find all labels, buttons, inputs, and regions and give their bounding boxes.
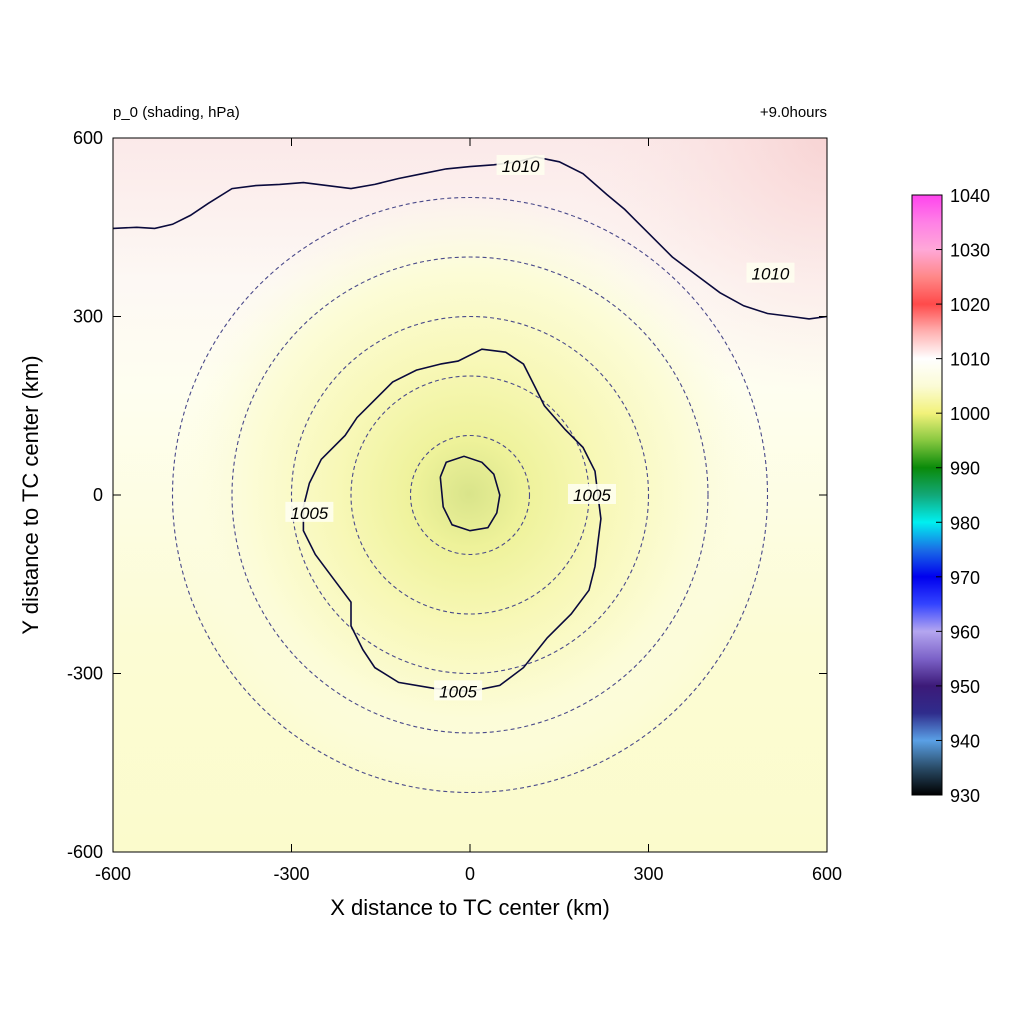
radius-ring-400 bbox=[231, 256, 709, 734]
colorbar-tick-label: 1030 bbox=[950, 241, 990, 261]
contour-label-bg bbox=[434, 680, 483, 701]
contour-label-bg bbox=[496, 154, 545, 175]
contour-1000 bbox=[439, 455, 501, 532]
x-tick-label: 600 bbox=[812, 864, 842, 884]
colorbar-tick-label: 1000 bbox=[950, 404, 990, 424]
colorbar-tick-label: 940 bbox=[950, 731, 980, 751]
radius-ring-300 bbox=[290, 315, 650, 675]
colorbar-tick-label: 1040 bbox=[950, 186, 990, 206]
contour-1010 bbox=[113, 156, 827, 320]
variable-label: p_0 (shading, hPa) bbox=[113, 104, 240, 121]
contour-label-bg bbox=[285, 501, 334, 522]
axis-ticks: -600 -300 0 300 600 -600 -300 0 300 600 bbox=[67, 128, 842, 884]
colorbar-tick-label: 970 bbox=[950, 568, 980, 588]
x-tick-label: -300 bbox=[273, 864, 309, 884]
colorbar-tick-label: 1010 bbox=[950, 350, 990, 370]
colorbar-ticks: 1040 1030 1020 1010 1000 990 980 970 960 950 940 93… bbox=[936, 186, 990, 806]
colorbar-scale bbox=[911, 194, 943, 796]
radius-rings bbox=[171, 196, 769, 794]
colorbar-tick-label: 980 bbox=[950, 513, 980, 533]
colorbar-tick-label: 960 bbox=[950, 622, 980, 642]
colorbar-tick-label: 990 bbox=[950, 459, 980, 479]
contour-labels: 1010 1010 1005 1005 1005 bbox=[285, 154, 795, 701]
contour-label-1005-2: 1005 bbox=[439, 682, 477, 701]
contour-label-bg bbox=[746, 262, 795, 283]
contour-label-bg bbox=[567, 484, 616, 504]
radius-ring-500 bbox=[171, 196, 769, 794]
x-axis-title: X distance to TC center (km) bbox=[330, 895, 610, 920]
x-tick-label: 0 bbox=[465, 864, 475, 884]
field-shading-core bbox=[113, 138, 827, 852]
colorbar-tick-label: 950 bbox=[950, 677, 980, 697]
y-tick-label: 600 bbox=[73, 128, 103, 148]
x-tick-label: 300 bbox=[633, 864, 663, 884]
y-tick-label: 300 bbox=[73, 307, 103, 327]
colorbar-tick-label: 930 bbox=[950, 786, 980, 806]
contour-label-1010-1: 1010 bbox=[752, 265, 790, 284]
x-tick-label: -600 bbox=[95, 864, 131, 884]
time-label: +9.0hours bbox=[760, 104, 827, 121]
y-tick-label: -300 bbox=[67, 664, 103, 684]
y-tick-label: -600 bbox=[67, 842, 103, 862]
contour-1005 bbox=[302, 348, 602, 693]
radius-ring-100 bbox=[409, 434, 531, 556]
contour-label-1005-1: 1005 bbox=[573, 486, 611, 505]
contour-lines bbox=[113, 156, 827, 693]
plot-area bbox=[113, 138, 827, 852]
colorbar: 1040 1030 1020 1010 1000 990 980 970 960 950 940 93… bbox=[911, 186, 990, 806]
contour-label-1005-0: 1005 bbox=[290, 504, 328, 523]
colorbar-tick-label: 1020 bbox=[950, 295, 990, 315]
y-tick-label: 0 bbox=[93, 485, 103, 505]
contour-label-1010-0: 1010 bbox=[502, 157, 540, 176]
y-axis-title: Y distance to TC center (km) bbox=[18, 355, 43, 634]
